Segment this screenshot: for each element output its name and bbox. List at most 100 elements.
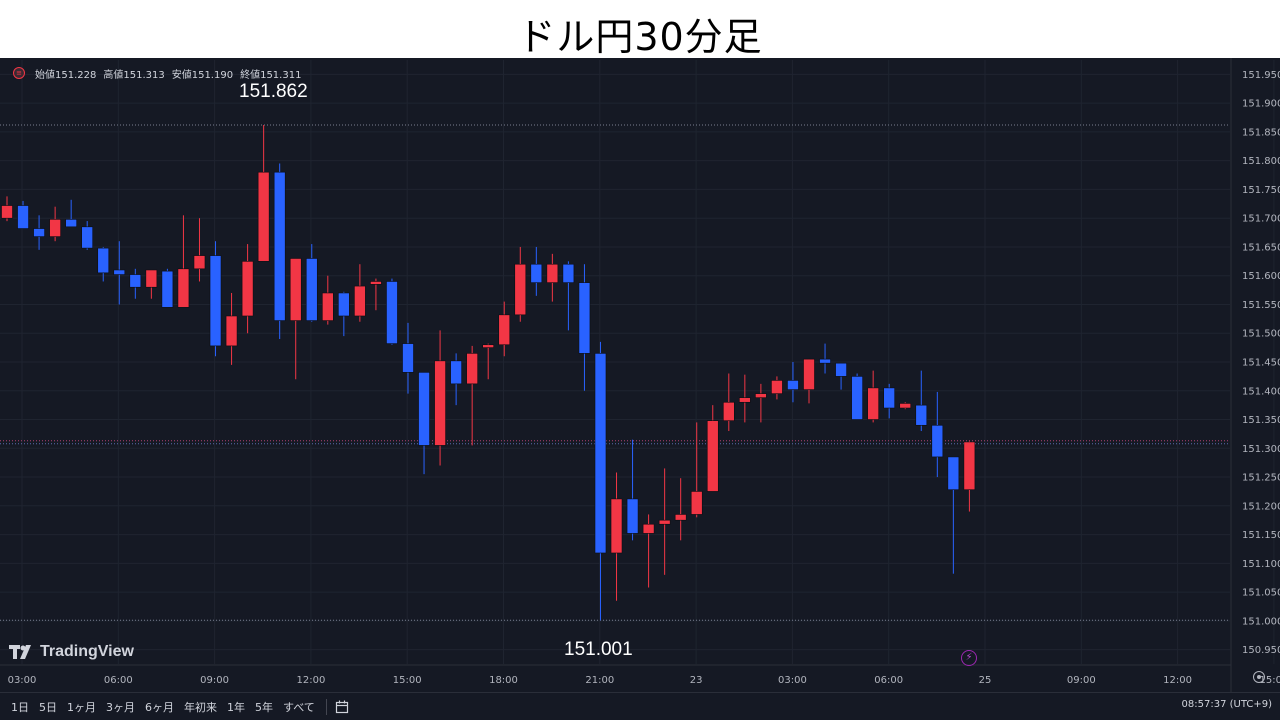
candle [835, 362, 847, 390]
bottom-toolbar: 1日 5日 1ヶ月 3ヶ月 6ヶ月 年初来 1年 5年 すべて 08:57:37… [0, 692, 1280, 720]
candle-body [65, 219, 77, 228]
candle-body [915, 404, 928, 426]
range-button-6m[interactable]: 6ヶ月 [145, 700, 174, 714]
candle-body [370, 281, 382, 285]
candle-body [97, 247, 110, 274]
candle-body [658, 519, 671, 525]
candle [594, 341, 607, 621]
x-tick-label: 09:00 [1067, 675, 1096, 686]
tradingview-logo[interactable]: TradingView [9, 641, 134, 663]
y-tick-label: 151.250 [1242, 473, 1280, 484]
candle [963, 440, 976, 512]
candle-body [209, 255, 222, 347]
candle [338, 291, 350, 337]
candle-body [81, 226, 93, 249]
ohlc-legend: ≡ 始値151.228 高値151.313 安値151.190 終値151.31… [13, 66, 304, 81]
y-tick-label: 151.150 [1242, 530, 1280, 541]
candle [177, 215, 190, 308]
candle [305, 244, 318, 322]
x-tick-label: 06:00 [104, 675, 133, 686]
candle [674, 478, 687, 541]
range-button-3m[interactable]: 3ヶ月 [106, 700, 135, 714]
candle-body [530, 263, 543, 283]
candle-body [706, 420, 719, 492]
candle [370, 278, 382, 311]
candle-body [450, 360, 462, 385]
candle [402, 322, 414, 394]
x-tick-label: 21:00 [585, 675, 614, 686]
y-tick-label: 151.450 [1242, 358, 1280, 369]
candle [722, 373, 735, 432]
candle-body [257, 171, 270, 262]
candle [97, 246, 110, 282]
symbol-icon[interactable]: ≡ [13, 67, 25, 79]
candle [755, 383, 767, 423]
candle-body [867, 387, 879, 420]
candle [690, 422, 703, 518]
candle [498, 301, 511, 357]
y-tick-label: 151.000 [1242, 616, 1280, 627]
candle-body [514, 263, 527, 316]
lightning-icon[interactable]: ⚡ [961, 650, 977, 666]
candle-body [434, 360, 446, 446]
x-tick-label: 15:00 [1259, 675, 1280, 686]
candle [610, 472, 623, 601]
candle [33, 215, 45, 250]
candle-body [787, 380, 799, 390]
candle-body [642, 523, 655, 534]
x-tick-label: 12:00 [296, 675, 325, 686]
candle [161, 268, 174, 308]
candle [49, 206, 61, 242]
candle-body [386, 281, 398, 344]
candle [354, 264, 366, 322]
candle-body [129, 274, 142, 288]
range-button-5d[interactable]: 5日 [39, 700, 57, 714]
range-button-5y[interactable]: 5年 [255, 700, 273, 714]
candle [273, 163, 286, 339]
gear-icon[interactable] [1253, 671, 1265, 683]
x-tick-label: 03:00 [8, 675, 37, 686]
range-button-1y[interactable]: 1年 [227, 700, 245, 714]
range-button-ytd[interactable]: 年初来 [184, 700, 217, 714]
candle-body [402, 343, 414, 373]
candle-body [321, 292, 334, 321]
range-button-1m[interactable]: 1ヶ月 [67, 700, 96, 714]
candle [562, 261, 575, 331]
candle [947, 456, 960, 574]
candle-body [674, 514, 687, 521]
range-button-all[interactable]: すべて [283, 700, 315, 714]
candle [1, 196, 13, 222]
candle [289, 258, 302, 380]
candle [321, 275, 334, 325]
candle [578, 264, 591, 391]
calendar-range-icon[interactable] [335, 700, 349, 714]
candle-body [594, 353, 607, 554]
candle [257, 125, 270, 262]
candle [867, 370, 879, 423]
candle-body [354, 285, 366, 317]
candle-body [562, 263, 575, 283]
x-tick-label: 06:00 [874, 675, 903, 686]
y-tick-label: 151.650 [1242, 242, 1280, 253]
candle [514, 246, 527, 322]
candle [931, 391, 944, 478]
candle [65, 199, 77, 228]
title-bar: ドル円30分足 [0, 0, 1280, 59]
logo-text: TradingView [40, 643, 134, 660]
candle [771, 376, 783, 400]
clock-readout[interactable]: 08:57:37 (UTC+9) [1181, 699, 1272, 710]
candle [81, 221, 93, 250]
range-button-1d[interactable]: 1日 [11, 700, 29, 714]
candle [899, 402, 912, 410]
candle-body [578, 282, 591, 354]
low-annotation: 151.001 [564, 639, 633, 660]
tradingview-icon [9, 645, 31, 659]
x-tick-label: 03:00 [778, 675, 807, 686]
y-tick-label: 151.050 [1242, 588, 1280, 599]
chart-panel[interactable] [0, 58, 1280, 720]
candle-body [289, 258, 302, 321]
candle-body [418, 372, 430, 446]
candle-body [225, 315, 238, 347]
candle-body [466, 353, 478, 385]
